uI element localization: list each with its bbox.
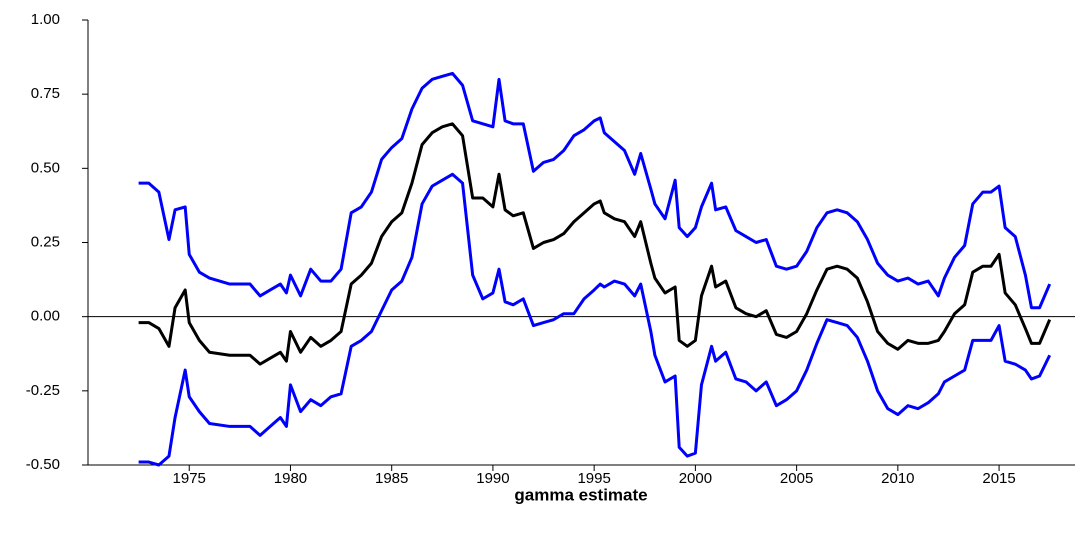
x-tick-label: 2000 [679,470,712,487]
x-tick-label: 2015 [982,470,1015,487]
series-line [138,71,1052,310]
x-tick-label: 1995 [577,470,610,487]
x-tick-label: 2005 [780,470,813,487]
series-line [138,172,1052,467]
y-tick-label: 0.50 [31,159,60,176]
x-tick-label: 1990 [476,470,509,487]
y-tick-label: 0.25 [31,233,60,250]
y-tick-label: 0.75 [31,85,60,102]
y-tick-label: 0.00 [31,308,60,325]
y-tick-label: 1.00 [31,11,60,28]
x-tick-label: 2010 [881,470,914,487]
x-axis-title: gamma estimate [514,485,647,504]
y-tick-label: -0.50 [26,456,60,473]
x-tick-label: 1975 [173,470,206,487]
x-tick-label: 1985 [375,470,408,487]
y-tick-label: -0.25 [26,382,60,399]
x-tick-label: 1980 [274,470,307,487]
series-line [138,122,1052,366]
